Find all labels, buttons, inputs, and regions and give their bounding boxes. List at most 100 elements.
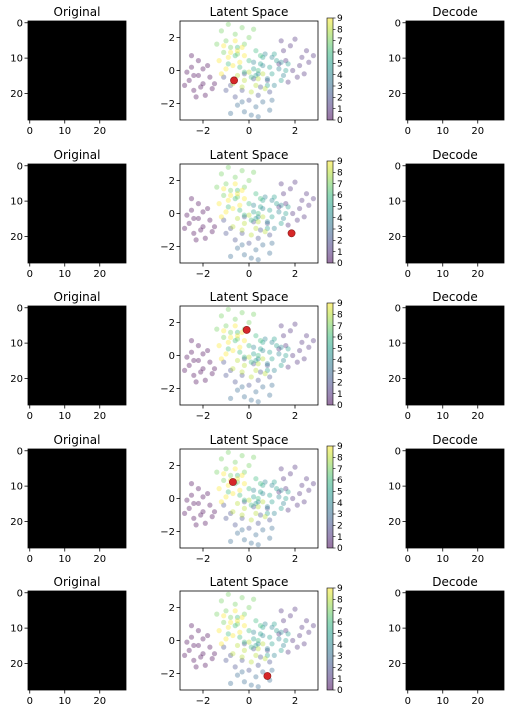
latent-point-class-7	[218, 171, 224, 177]
latent-point-class-3	[255, 114, 261, 120]
panel-title: Latent Space	[210, 5, 289, 19]
latent-point-class-4	[278, 629, 284, 635]
panel-title: Decode	[432, 5, 478, 19]
latent-point-class-3	[248, 255, 254, 261]
latent-point-class-6	[257, 196, 264, 202]
y-tick-label: −2	[160, 242, 175, 253]
colorbar-frame	[326, 587, 334, 691]
latent-point-class-6	[241, 639, 247, 645]
image-background	[406, 21, 504, 120]
y-tick-label: 0	[169, 209, 175, 220]
latent-point-class-1	[283, 58, 289, 64]
latent-point-class-8	[260, 71, 266, 77]
latent-point-class-5	[278, 505, 284, 511]
latent-point-class-9	[228, 192, 234, 198]
latent-point-class-7	[251, 311, 257, 317]
latent-point-class-4	[260, 490, 266, 497]
latent-point-class-5	[271, 194, 277, 200]
latent-point-class-5	[253, 500, 259, 507]
latent-point-class-5	[251, 494, 257, 500]
latent-point-class-9	[228, 49, 234, 55]
latent-point-class-0	[191, 642, 197, 649]
latent-point-class-1	[287, 186, 293, 192]
latent-point-class-9	[234, 333, 241, 339]
latent-point-class-7	[228, 472, 234, 478]
latent-point-class-9	[239, 614, 245, 621]
latent-point-class-9	[234, 191, 241, 197]
axes-frame	[27, 305, 127, 406]
latent-point-class-9	[239, 187, 245, 193]
latent-point-class-2	[264, 505, 270, 511]
latent-point-class-6	[225, 61, 231, 67]
colorbar-tick-label: 1	[337, 248, 343, 258]
latent-point-class-6	[237, 634, 243, 640]
latent-point-class-5	[285, 346, 291, 352]
latent-point-class-6	[257, 481, 264, 487]
y-tick-label: 0	[395, 588, 401, 599]
latent-point-class-8	[255, 76, 261, 82]
colorbar-frame	[326, 160, 334, 264]
latent-point-class-4	[280, 357, 287, 364]
latent-point-class-9	[223, 494, 229, 500]
x-tick-label: −2	[196, 126, 211, 137]
latent-point-class-8	[239, 227, 245, 233]
latent-point-class-1	[299, 482, 305, 488]
latent-point-class-2	[267, 89, 273, 95]
x-tick-label: 2	[292, 126, 298, 137]
x-tick-label: 10	[58, 126, 71, 137]
colorbar-frame	[326, 302, 334, 406]
latent-point-class-5	[251, 209, 257, 215]
original-panel-1: Original 0 10 20 0 10 20	[10, 5, 127, 137]
y-tick-label: 10	[388, 482, 401, 493]
latent-point-class-1	[280, 48, 287, 54]
colorbar-tick-label: 1	[337, 675, 343, 685]
latent-point-class-1	[290, 210, 296, 217]
latent-point-class-8	[253, 225, 259, 231]
latent-point-class-3	[248, 397, 254, 403]
latent-point-class-2	[239, 230, 245, 236]
colorbar-tick-label: 4	[337, 356, 343, 366]
latent-point-class-0	[209, 86, 215, 92]
y-tick-label: 10	[388, 197, 401, 208]
latent-point-class-9	[230, 632, 236, 639]
latent-point-class-7	[239, 25, 245, 31]
latent-point-class-3	[239, 242, 245, 248]
latent-point-class-3	[228, 253, 234, 259]
latent-point-class-7	[241, 41, 247, 47]
latent-point-class-3	[260, 669, 266, 675]
latent-point-class-0	[195, 58, 201, 64]
axes-frame	[27, 20, 127, 121]
decode-panel-2: Decode 0 10 20 0 10 20	[388, 148, 505, 280]
x-tick-label: 10	[58, 411, 71, 422]
latent-point-class-1	[283, 201, 289, 207]
x-tick-label: 20	[471, 696, 484, 707]
y-tick-label: 20	[10, 659, 23, 670]
latent-point-class-2	[223, 230, 229, 236]
latent-point-class-8	[230, 224, 236, 230]
latent-point-class-8	[262, 229, 268, 235]
latent-point-class-8	[241, 77, 247, 83]
latent-point-class-2	[255, 235, 261, 241]
latent-point-class-8	[260, 214, 266, 220]
latent-point-class-1	[285, 649, 291, 655]
colorbar-tick-label: 9	[337, 157, 343, 167]
latent-point-class-8	[246, 69, 252, 75]
latent-point-class-2	[239, 657, 245, 663]
y-tick-label: 0	[17, 446, 23, 457]
y-tick-label: 0	[395, 446, 401, 457]
latent-point-class-1	[306, 59, 312, 65]
latent-point-class-4	[269, 482, 275, 488]
latent-point-class-2	[223, 87, 229, 93]
latent-point-class-7	[221, 619, 227, 625]
latent-point-class-8	[262, 86, 268, 92]
latent-point-class-1	[283, 486, 289, 492]
latent-point-class-2	[255, 520, 261, 526]
y-tick-label: −2	[160, 527, 175, 538]
y-tick-label: 20	[388, 89, 401, 100]
latent-point-class-2	[221, 502, 227, 508]
latent-point-class-0	[202, 520, 208, 526]
latent-point-class-5	[257, 61, 264, 67]
latent-point-class-0	[200, 494, 206, 500]
latent-point-class-3	[260, 384, 266, 390]
latent-point-class-6	[241, 354, 247, 360]
